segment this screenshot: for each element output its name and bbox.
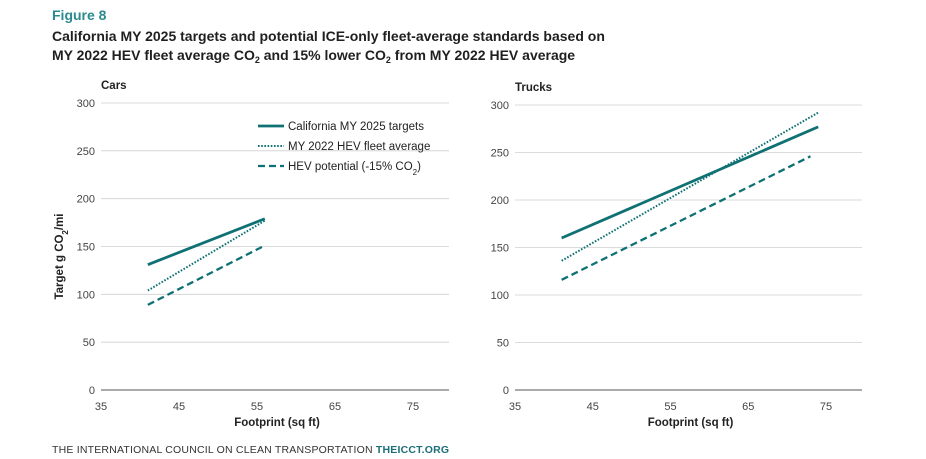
cars-x-tick-label: 55 — [251, 401, 263, 413]
trucks-y-tick-label: 250 — [491, 148, 509, 160]
legend-label-dotted: MY 2022 HEV fleet average — [288, 141, 430, 153]
cars-y-tick-label: 0 — [89, 385, 95, 397]
trucks-series-dotted-line — [561, 111, 819, 262]
trucks-series-dashed-line — [561, 155, 811, 281]
trucks-x-tick-label: 45 — [587, 401, 599, 413]
trucks-y-tick-label: 50 — [497, 338, 509, 350]
cars-y-tick-label: 50 — [83, 337, 95, 349]
title-subscript-1: 2 — [254, 55, 260, 65]
trucks-x-tick-label: 65 — [742, 401, 754, 413]
cars-series-solid-line — [147, 217, 266, 266]
cars-x-tick-label: 45 — [173, 401, 185, 413]
cars-x-tick-label: 65 — [329, 401, 341, 413]
trucks-y-tick-label: 150 — [491, 243, 509, 255]
cars-y-tick-label: 100 — [77, 289, 95, 301]
cars-y-tick-label: 150 — [77, 242, 95, 254]
figure-label: Figure 8 — [52, 7, 107, 23]
cars-x-axis-label: Footprint (sq ft) — [234, 417, 320, 429]
cars-y-axis-label: Target g CO2/mi — [54, 213, 70, 299]
title-subscript-2: 2 — [385, 55, 391, 65]
trucks-panel-title: Trucks — [515, 82, 552, 94]
legend-label-solid: California MY 2025 targets — [288, 121, 424, 133]
title-line-2-part-a: MY 2022 HEV fleet average CO — [52, 47, 255, 63]
trucks-x-tick-label: 35 — [509, 401, 521, 413]
trucks-x-tick-label: 75 — [820, 401, 832, 413]
trucks-y-tick-label: 0 — [503, 385, 509, 397]
title-line-1: California MY 2025 targets and potential… — [52, 28, 605, 44]
trucks-y-tick-label: 100 — [491, 290, 509, 302]
cars-x-tick-label: 35 — [95, 401, 107, 413]
legend-label-dashed: HEV potential (-15% CO2) — [288, 161, 421, 177]
footer-site-link[interactable]: THEICCT.ORG — [375, 444, 450, 456]
title-line-2-part-b: and 15% lower CO — [259, 47, 386, 63]
cars-panel-title: Cars — [101, 80, 127, 92]
title-line-2: MY 2022 HEV fleet average CO2 and 15% lo… — [52, 46, 605, 65]
figure-title: California MY 2025 targets and potential… — [52, 27, 605, 65]
trucks-x-axis-label: Footprint (sq ft) — [648, 417, 734, 429]
trucks-x-tick-label: 55 — [664, 401, 676, 413]
cars-y-tick-label: 200 — [77, 194, 95, 206]
cars-series-dotted-line — [147, 219, 266, 292]
footer: THE INTERNATIONAL COUNCIL ON CLEAN TRANS… — [52, 444, 449, 456]
cars-x-tick-label: 75 — [407, 401, 419, 413]
cars-y-tick-label: 250 — [77, 146, 95, 158]
trucks-series-solid-line — [561, 125, 819, 240]
cars-y-tick-label: 300 — [77, 98, 95, 110]
footer-org: THE INTERNATIONAL COUNCIL ON CLEAN TRANS… — [52, 444, 373, 456]
title-line-2-part-c: from MY 2022 HEV average — [390, 47, 576, 63]
trucks-y-tick-label: 300 — [491, 100, 509, 112]
trucks-y-tick-label: 200 — [491, 195, 509, 207]
